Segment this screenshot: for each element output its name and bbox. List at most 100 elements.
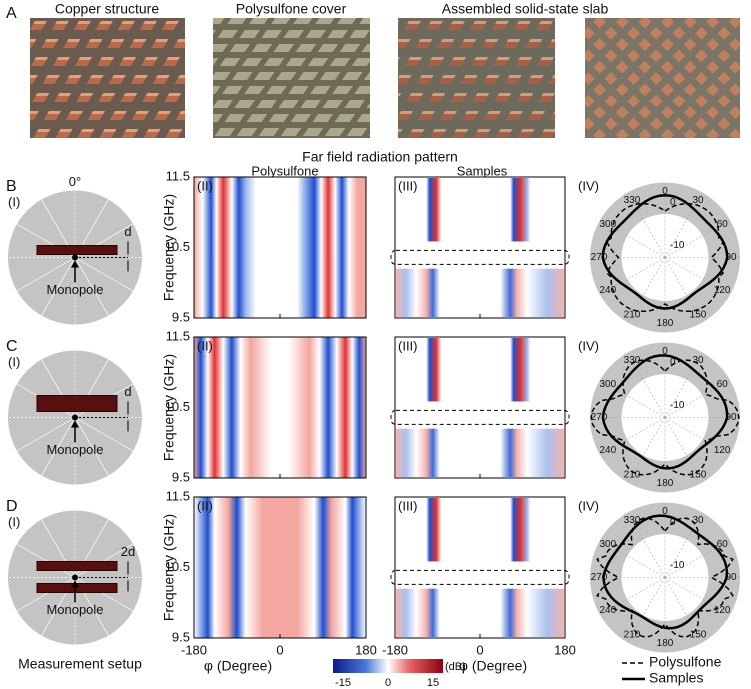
polar-angle-label: 210 — [624, 469, 641, 480]
polar-angle-label: 210 — [624, 629, 641, 640]
polar-radial-label: -10 — [670, 400, 685, 411]
polar-spoke — [627, 192, 666, 258]
slab — [36, 395, 118, 412]
sublabel: (IV) — [578, 178, 599, 193]
heatmap-samples-top — [396, 338, 564, 402]
y-tick-label: 9.5 — [172, 629, 190, 644]
sublabel: (I) — [8, 354, 20, 369]
polar-spoke — [664, 352, 703, 418]
monopole-label: Monopole — [46, 442, 103, 457]
polar-angle-label: 120 — [714, 445, 731, 456]
x-axis-label: φ (Degree) — [459, 658, 527, 674]
polar-angle-label: 300 — [599, 539, 616, 550]
polar-spoke — [664, 577, 703, 643]
x-tick-label: 180 — [554, 642, 576, 657]
setup-caption: Measurement setup — [18, 656, 142, 672]
colorbar — [333, 659, 443, 673]
y-axis-label: Frequency (GHz) — [161, 514, 177, 621]
polar-spoke — [664, 417, 731, 456]
x-axis-label: φ (Degree) — [204, 658, 272, 674]
polar-angle-label: 0 — [662, 346, 668, 357]
polar-angle-label: 300 — [599, 219, 616, 230]
polar-radial-label: -10 — [670, 240, 685, 251]
colorbar-tick-label: 15 — [427, 677, 439, 689]
polar-angle-label: 150 — [690, 469, 707, 480]
polar-spoke — [599, 257, 666, 296]
sublabel: (IV) — [578, 498, 599, 513]
y-tick-label: 10.5 — [165, 559, 190, 574]
photo-caption: Assembled solid-state slab — [442, 1, 609, 17]
band-gap-box — [390, 569, 570, 585]
polar-spoke — [664, 257, 731, 296]
band-gap-box — [390, 249, 570, 265]
polar-angle-label: 60 — [717, 219, 729, 230]
colorbar-unit: (dB) — [445, 661, 466, 673]
polar-spoke — [627, 577, 666, 643]
setup-spoke — [16, 417, 76, 452]
arrow-head — [71, 580, 79, 588]
samples-curve — [601, 354, 729, 470]
polar-spoke — [664, 257, 703, 323]
samples-curve — [602, 514, 729, 630]
polar-radial-label: 0 — [670, 197, 676, 208]
y-tick-label: 10.5 — [165, 399, 190, 414]
slab — [36, 583, 118, 593]
spacing-label: 2d — [121, 544, 135, 559]
polar-spoke — [627, 257, 666, 323]
polysulfone-curve — [605, 202, 725, 313]
polar-angle-label: 30 — [692, 195, 704, 206]
x-tick-label: 0 — [276, 642, 283, 657]
arrow-head — [71, 260, 79, 268]
y-tick-label: 11.5 — [166, 488, 190, 503]
photo — [213, 18, 370, 138]
polar-angle-label: 30 — [692, 355, 704, 366]
polar-spoke — [627, 352, 666, 418]
x-tick-label: 180 — [355, 642, 377, 657]
spacing-label: d — [124, 224, 131, 239]
polar-spoke — [599, 219, 666, 258]
arrow-head — [71, 420, 79, 428]
photo-caption: Copper structure — [55, 1, 159, 17]
legend-label: Samples — [649, 670, 703, 686]
polar-angle-label: 270 — [591, 572, 608, 583]
sublabel: (II) — [197, 338, 213, 353]
polar-angle-label: 180 — [657, 318, 674, 329]
polar-angle-label: 0 — [662, 506, 668, 517]
sublabel: (IV) — [578, 338, 599, 353]
polar-angle-label: 300 — [599, 379, 616, 390]
polar-angle-label: 240 — [599, 445, 616, 456]
polar-spoke — [664, 379, 731, 418]
heatmap-samples-top — [396, 178, 564, 242]
polar-spoke — [664, 417, 703, 483]
heatmap-poly — [193, 176, 367, 319]
zero-angle: 0° — [69, 174, 81, 189]
sublabel: (III) — [398, 338, 418, 353]
heatmap-poly — [193, 336, 367, 479]
polar-angle-label: 30 — [692, 515, 704, 526]
polar-radial-label: 0 — [670, 357, 676, 368]
polar-spoke — [664, 539, 731, 578]
polar-spoke — [664, 577, 731, 616]
polar-angle-label: 180 — [657, 638, 674, 649]
heatmap-samples-bot — [396, 428, 564, 477]
polar-angle-label: 270 — [591, 412, 608, 423]
setup-spoke — [74, 257, 134, 292]
x-tick-label: -180 — [382, 642, 408, 657]
polar-radial-label: -10 — [670, 560, 685, 571]
y-tick-label: 11.5 — [166, 328, 190, 343]
band-gap-box — [390, 409, 570, 425]
setup-spoke — [41, 257, 76, 316]
legend-label: Polysulfone — [649, 654, 722, 670]
column-header: Polysulfone — [251, 163, 318, 178]
polar-angle-label: 180 — [657, 478, 674, 489]
polar-spoke — [627, 417, 666, 483]
heatmap-samples-bot — [396, 588, 564, 637]
photo-caption: Polysulfone cover — [236, 1, 347, 17]
sublabel: (III) — [398, 498, 418, 513]
y-tick-label: 9.5 — [172, 309, 190, 324]
y-tick-label: 10.5 — [165, 239, 190, 254]
sublabel: (III) — [398, 178, 418, 193]
setup-spoke — [16, 543, 76, 578]
y-tick-label: 11.5 — [166, 168, 190, 183]
